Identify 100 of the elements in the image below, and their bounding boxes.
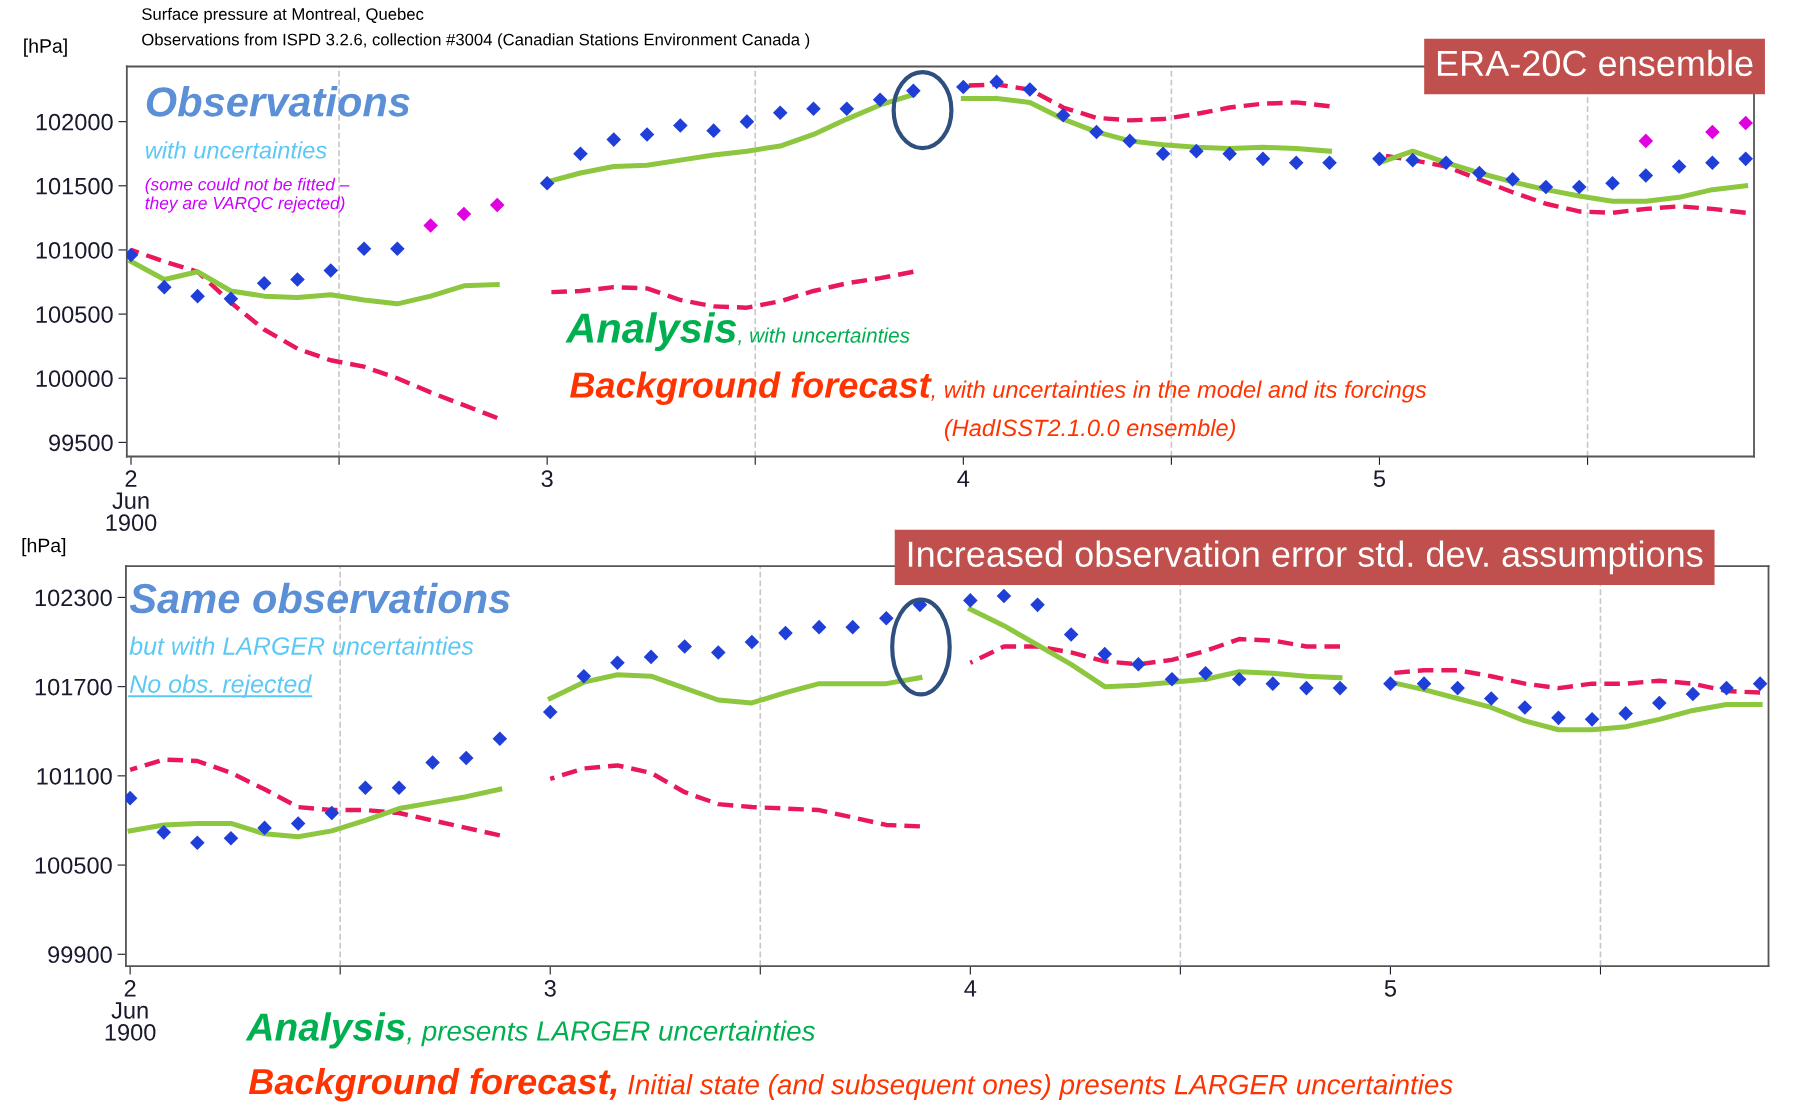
point bbox=[539, 175, 555, 191]
annotation: with uncertainties bbox=[145, 141, 327, 159]
point bbox=[1231, 671, 1247, 687]
point bbox=[573, 146, 588, 161]
annotation: (HadISST2.1.0.0 ensemble) bbox=[944, 418, 1236, 441]
point bbox=[1584, 712, 1600, 727]
point bbox=[772, 105, 788, 120]
point bbox=[190, 835, 205, 851]
point bbox=[290, 816, 306, 831]
point bbox=[492, 731, 508, 746]
point bbox=[1638, 168, 1654, 183]
annotation: Observations bbox=[146, 86, 410, 117]
point bbox=[1332, 680, 1348, 696]
point bbox=[1551, 710, 1566, 726]
point bbox=[1265, 676, 1281, 691]
point bbox=[1299, 680, 1314, 696]
point bbox=[1122, 133, 1138, 149]
point bbox=[739, 114, 755, 129]
annotation: Same observations bbox=[129, 582, 510, 614]
point bbox=[845, 619, 860, 635]
point bbox=[1738, 115, 1753, 131]
chart-title: Surface pressure at Montreal, Quebec bbox=[142, 7, 424, 24]
point bbox=[256, 276, 272, 291]
point bbox=[156, 825, 172, 840]
y-tick-label: 102000 bbox=[36, 113, 113, 131]
point bbox=[1705, 155, 1720, 170]
text: Analysis bbox=[245, 1012, 406, 1049]
point bbox=[606, 132, 622, 147]
annotation: (some could not be fitted – they are VARQC rejected) bbox=[145, 177, 350, 213]
point bbox=[1483, 691, 1499, 706]
point bbox=[1022, 82, 1038, 97]
x-tick-label: 5 bbox=[1384, 980, 1396, 997]
y-tick-label: 99900 bbox=[48, 946, 112, 964]
point bbox=[542, 704, 558, 720]
annotation: but with LARGER uncertainties bbox=[129, 636, 474, 655]
y-tick-label: 100000 bbox=[36, 370, 113, 388]
point bbox=[1638, 133, 1654, 149]
point bbox=[423, 218, 438, 233]
point bbox=[1538, 179, 1554, 195]
point bbox=[576, 668, 592, 684]
x-tick-label: 2 Jun 1900 bbox=[105, 979, 156, 1041]
point bbox=[1605, 175, 1620, 191]
point bbox=[1438, 155, 1454, 170]
y-tick-label: 101000 bbox=[36, 242, 113, 259]
point bbox=[1372, 151, 1387, 167]
point bbox=[223, 831, 239, 846]
point bbox=[1155, 146, 1171, 161]
text: Background forecast, bbox=[248, 1067, 617, 1102]
point bbox=[673, 118, 688, 133]
point bbox=[1164, 671, 1180, 687]
point bbox=[323, 263, 339, 278]
text: , presents LARGER uncertainties bbox=[406, 1020, 815, 1047]
annotation: No obs. rejected bbox=[129, 674, 312, 698]
annotation: Analysis bbox=[565, 312, 737, 352]
point bbox=[677, 639, 692, 654]
y-axis-title: [hPa] bbox=[24, 38, 67, 57]
point bbox=[157, 279, 172, 295]
x-tick-label: 2 Jun 1900 bbox=[106, 470, 157, 532]
y-axis-title: [hPa] bbox=[22, 538, 66, 557]
point bbox=[1198, 665, 1213, 681]
point bbox=[996, 588, 1012, 604]
point bbox=[290, 272, 305, 287]
point bbox=[1416, 676, 1432, 691]
point bbox=[1752, 676, 1768, 691]
point bbox=[458, 750, 474, 766]
annotation: Background forecast bbox=[570, 371, 932, 406]
y-tick-label: 102300 bbox=[35, 589, 112, 607]
point bbox=[1063, 627, 1079, 642]
point bbox=[879, 610, 894, 626]
point bbox=[1255, 151, 1271, 167]
point bbox=[1450, 680, 1465, 696]
point bbox=[1652, 695, 1667, 711]
x-tick-label: 5 bbox=[1373, 470, 1386, 488]
point bbox=[1472, 165, 1487, 181]
y-tick-label: 100500 bbox=[36, 306, 113, 323]
point bbox=[1671, 159, 1687, 174]
point bbox=[1738, 151, 1753, 167]
point bbox=[1222, 146, 1237, 161]
point bbox=[425, 755, 440, 770]
point bbox=[1189, 143, 1204, 159]
point bbox=[1322, 155, 1337, 170]
point bbox=[1288, 155, 1304, 170]
point bbox=[706, 123, 721, 138]
point bbox=[872, 92, 888, 108]
point bbox=[190, 288, 205, 304]
point bbox=[356, 241, 372, 256]
x-tick-label: 4 bbox=[957, 470, 970, 487]
point bbox=[390, 241, 405, 256]
point bbox=[1517, 700, 1533, 715]
y-tick-label: 101700 bbox=[35, 678, 112, 696]
point bbox=[1383, 676, 1398, 691]
annotation: , with uncertainties in the model and its forcings bbox=[931, 380, 1427, 403]
point bbox=[223, 291, 239, 306]
point bbox=[489, 197, 505, 213]
point bbox=[811, 619, 827, 635]
point bbox=[643, 649, 659, 665]
point bbox=[1030, 597, 1045, 613]
point bbox=[1618, 706, 1633, 721]
x-tick-label: 3 bbox=[541, 470, 553, 488]
point bbox=[1705, 124, 1720, 140]
